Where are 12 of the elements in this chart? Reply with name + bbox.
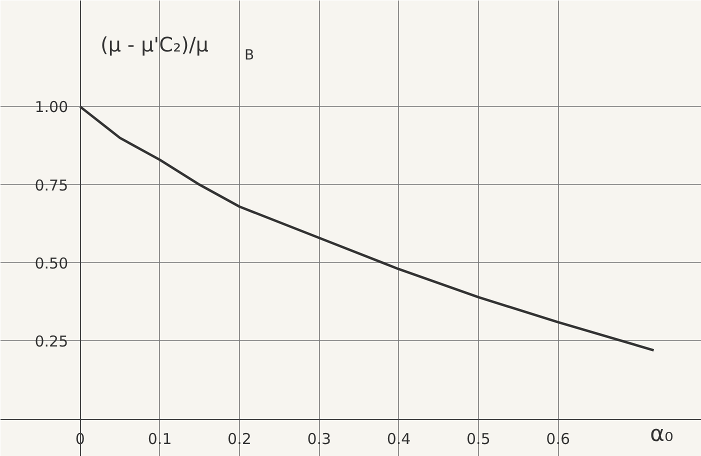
x-tick-label: 0.4 [386,430,411,448]
x-tick-label: 0.3 [307,430,332,448]
x-tick-label: 0.2 [228,430,252,448]
x-axis-title: α₀ [650,422,674,448]
y-tick-label: 0.75 [34,176,68,194]
y-tick-label: 0.25 [34,332,68,350]
x-tick-label: 0.1 [148,430,172,448]
line-series [78,105,655,352]
x-tick-label: 0.6 [546,430,570,448]
y-tick-label: 1.00 [34,98,68,116]
x-tick-label: 0.5 [466,430,490,448]
y-tick-label: 0.50 [34,254,68,272]
